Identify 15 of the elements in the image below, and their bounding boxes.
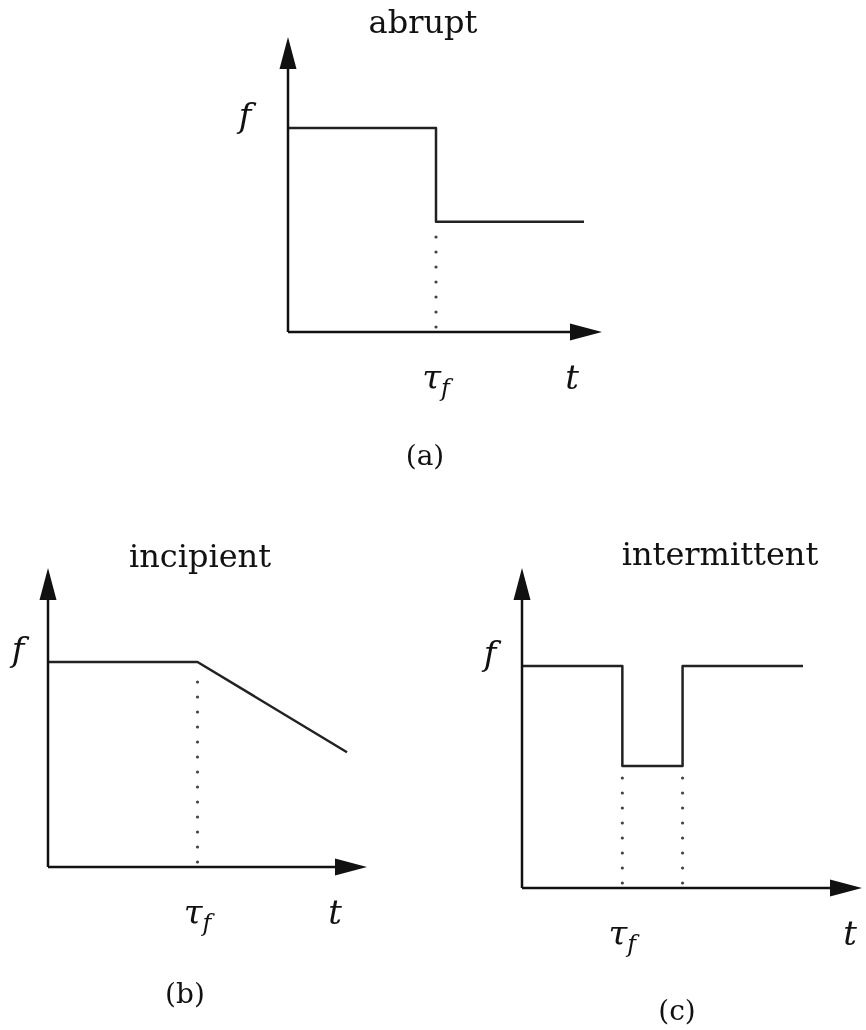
chart-title: intermittent (621, 535, 819, 573)
x-axis-title: t (843, 913, 858, 953)
chart-title: incipient (128, 537, 272, 575)
text: τ$_{f}$ (422, 357, 454, 403)
x-axis-title: t (328, 892, 343, 932)
text: τ$_{f}$ (183, 892, 216, 938)
y-axis-title: f (480, 633, 502, 673)
chart-title: abrupt (368, 3, 478, 41)
text: τ$_{f}$ (608, 913, 641, 959)
text: (b) (165, 977, 205, 1010)
y-axis-title: f (235, 95, 257, 135)
text: (c) (658, 994, 696, 1027)
y-axis-title: f (8, 629, 30, 669)
x-axis-title: t (565, 357, 580, 397)
text: (a) (405, 439, 445, 472)
